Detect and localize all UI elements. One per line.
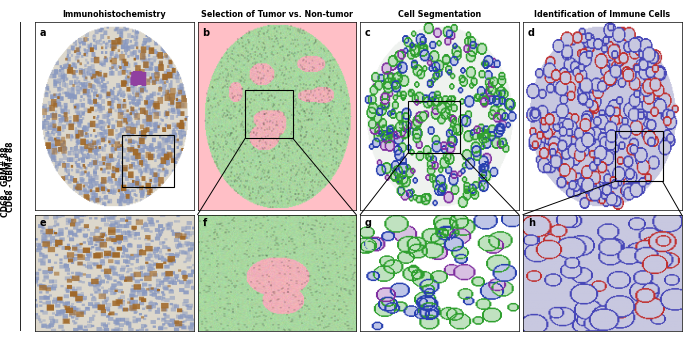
Text: Cell Segmentation: Cell Segmentation bbox=[398, 9, 482, 19]
Text: c: c bbox=[365, 28, 371, 38]
Bar bbox=[245, 90, 292, 138]
Bar bbox=[408, 101, 460, 153]
Text: a: a bbox=[40, 28, 46, 38]
Text: Selection of Tumor vs. Non-tumor: Selection of Tumor vs. Non-tumor bbox=[201, 9, 353, 19]
Text: e: e bbox=[40, 218, 47, 228]
Text: g: g bbox=[365, 218, 372, 228]
Text: Identification of Immune Cells: Identification of Immune Cells bbox=[534, 9, 671, 19]
Text: f: f bbox=[202, 218, 207, 228]
Bar bbox=[122, 135, 175, 187]
Text: CD68 - GBM# 88: CD68 - GBM# 88 bbox=[1, 147, 10, 217]
Text: b: b bbox=[202, 28, 210, 38]
Text: h: h bbox=[527, 218, 535, 228]
Text: Immunohistochemistry: Immunohistochemistry bbox=[62, 9, 166, 19]
Text: CD68 - GBM# 88: CD68 - GBM# 88 bbox=[6, 141, 16, 212]
Bar bbox=[615, 131, 662, 182]
Text: d: d bbox=[527, 28, 535, 38]
